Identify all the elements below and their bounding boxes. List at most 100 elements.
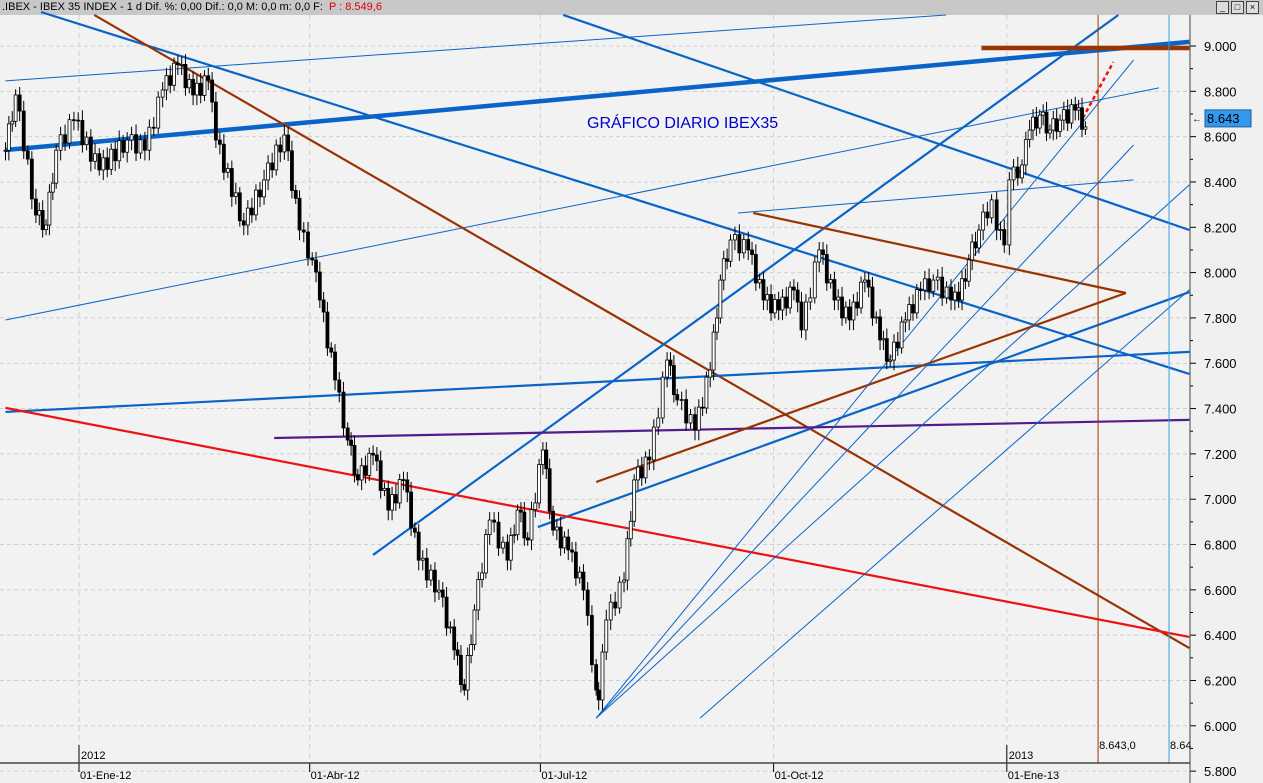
candle-body <box>21 110 26 152</box>
candle-body <box>1048 129 1052 134</box>
candle-body <box>970 241 975 261</box>
candle-body <box>1031 116 1035 131</box>
candle-body <box>84 136 89 146</box>
trendline <box>372 14 1119 556</box>
candle-body <box>476 579 481 611</box>
candle-body <box>859 281 863 309</box>
candle-body <box>386 487 391 511</box>
maximize-button[interactable]: □ <box>1231 1 1244 14</box>
candle-body <box>1007 179 1012 246</box>
candle-body <box>317 271 322 301</box>
candle-body <box>329 347 334 353</box>
candle-body <box>10 120 15 125</box>
candle-body <box>76 119 81 122</box>
candle-body <box>688 414 693 424</box>
candle-body <box>138 139 143 154</box>
candle-body <box>469 644 473 656</box>
candle-body <box>310 257 315 261</box>
candle-body <box>866 279 871 288</box>
candle-body <box>874 316 879 319</box>
candle-body <box>293 190 298 199</box>
candle-body <box>480 572 484 580</box>
candle-body <box>448 626 453 629</box>
candle-body <box>160 89 165 98</box>
trendline <box>93 14 1190 650</box>
candle-body <box>245 207 250 226</box>
candle-body <box>711 331 716 371</box>
candle-body <box>321 299 326 313</box>
y-tick-label: 6.000 <box>1204 719 1237 734</box>
candle-body <box>881 338 886 341</box>
candle-body <box>870 286 875 319</box>
candle-body <box>636 466 640 481</box>
candle-body <box>554 526 559 531</box>
candle-body <box>129 134 134 141</box>
candle-body <box>1044 111 1049 134</box>
candle-body <box>80 120 85 146</box>
candle-body <box>715 317 719 333</box>
candle-body <box>424 557 429 581</box>
candle-body <box>93 153 97 162</box>
candle-body <box>741 239 746 254</box>
candle-body <box>799 301 804 331</box>
candle-body <box>37 210 42 216</box>
candle-body <box>780 296 785 311</box>
candle-body <box>397 479 402 504</box>
candle-body <box>117 140 122 162</box>
candle-body <box>541 449 545 465</box>
minimize-button[interactable]: _ <box>1216 1 1229 14</box>
candle-body <box>3 149 8 152</box>
x-tick-label: 01-Jul-12 <box>541 770 587 782</box>
y-tick-label: 8.600 <box>1204 130 1237 145</box>
close-button[interactable]: × <box>1246 1 1259 14</box>
window-title: .IBEX - IBEX 35 INDEX - 1 d Dif. %: 0,00… <box>2 1 323 13</box>
candle-body <box>940 276 945 299</box>
trendline <box>595 144 1134 719</box>
candle-body <box>617 581 622 609</box>
candle-body <box>533 502 538 510</box>
y-tick-label: 7.200 <box>1204 447 1237 462</box>
candle-body <box>812 261 817 299</box>
candle-body <box>278 144 283 153</box>
candle-body <box>168 75 173 86</box>
candle-body <box>483 534 488 574</box>
candle-body <box>808 297 813 303</box>
candle-body <box>721 258 726 281</box>
candle-body <box>393 494 398 504</box>
candle-body <box>286 134 291 152</box>
trendline <box>595 291 1127 484</box>
trendline <box>753 211 1127 295</box>
candle-body <box>899 321 904 349</box>
candle-body <box>931 279 936 292</box>
candle-body <box>581 571 586 591</box>
candle-body <box>88 136 93 162</box>
candle-body <box>164 75 169 91</box>
candle-body <box>254 189 258 216</box>
candle-body <box>855 301 860 309</box>
candle-body <box>791 286 796 291</box>
candle-body <box>911 304 915 314</box>
candle-body <box>258 189 262 198</box>
candle-body <box>101 157 106 171</box>
candle-body <box>804 301 808 331</box>
candle-body <box>437 589 441 593</box>
candle-body <box>590 615 594 666</box>
candle-body <box>345 427 350 441</box>
candle-body <box>1041 111 1046 116</box>
y-tick-label: 5.800 <box>1204 764 1237 779</box>
candle-body <box>1083 126 1088 130</box>
candle-body <box>121 140 126 153</box>
candle-body <box>671 365 676 395</box>
candle-body <box>492 519 497 523</box>
trendline <box>595 59 1134 719</box>
candle-body <box>349 439 353 446</box>
trendline <box>738 179 1134 214</box>
trendline <box>595 184 1190 719</box>
candle-body <box>840 296 844 319</box>
candle-body <box>935 276 940 281</box>
candle-body <box>660 376 665 419</box>
candle-body <box>570 549 574 553</box>
candle-body <box>977 229 981 249</box>
candle-body <box>884 338 889 362</box>
